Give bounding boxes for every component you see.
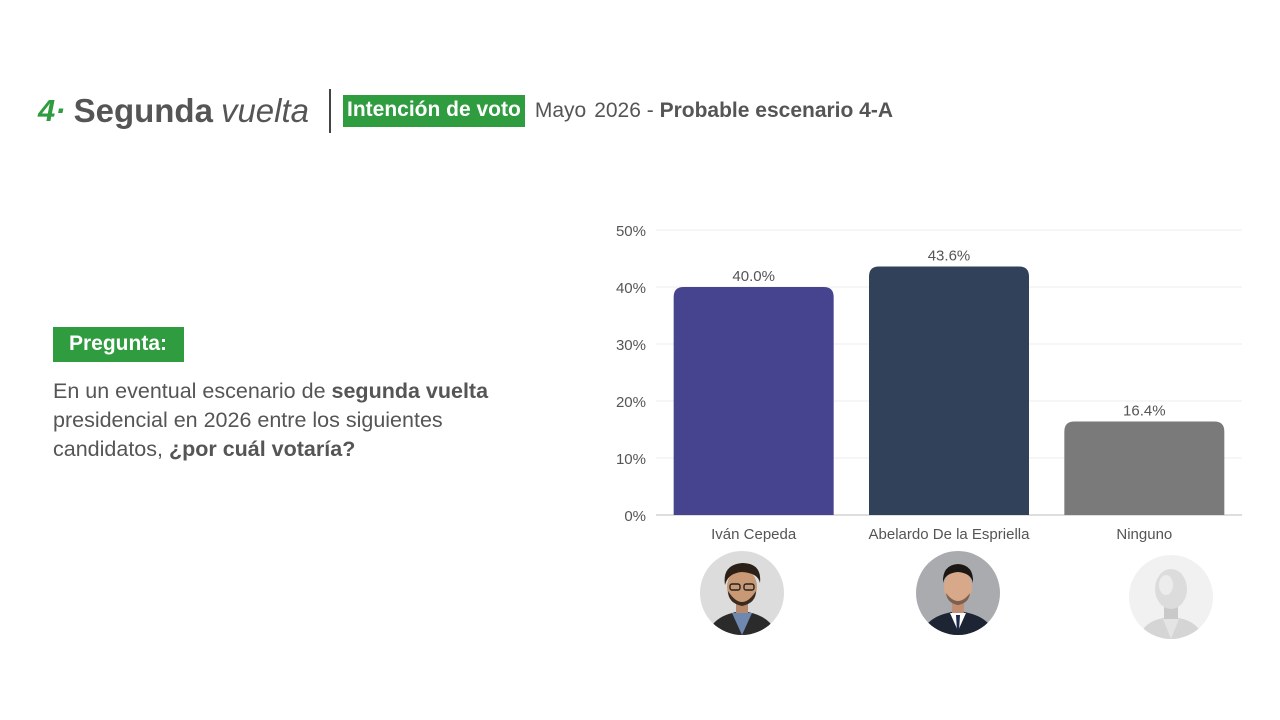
bar	[673, 287, 834, 515]
subtitle-year: 2026 -	[594, 99, 654, 122]
question-label-box: Pregunta:	[53, 327, 185, 362]
section-number: 4·	[38, 93, 66, 128]
bar-value-label: 40.0%	[732, 268, 775, 285]
question-text-bold2: ¿por cuál votaría?	[168, 437, 356, 461]
section-title: Segunda vuelta	[74, 92, 309, 130]
placeholder-photo-ninguno	[1129, 555, 1213, 639]
candidate-photo-ivan-cepeda	[700, 551, 784, 635]
bar-value-label: 16.4%	[1123, 403, 1166, 420]
y-tick-label: 50%	[616, 223, 646, 240]
x-category-label: Abelardo De la Espriella	[869, 526, 1031, 543]
question-text-bold1: segunda vuelta	[331, 379, 489, 403]
y-tick-label: 20%	[616, 394, 646, 411]
question-label: Pregunta:	[53, 327, 185, 362]
subtitle-scenario: Probable escenario 4-A	[659, 99, 894, 122]
slide-header: 4· Segunda vuelta Intención de voto Mayo 2…	[38, 88, 893, 134]
question-text-part2: presidencial en 2026 entre los siguiente…	[53, 408, 443, 461]
x-category-label: Iván Cepeda	[711, 526, 797, 543]
bar	[1064, 421, 1225, 515]
y-tick-label: 30%	[616, 337, 646, 354]
topic-tag: Intención de voto	[343, 95, 525, 127]
y-tick-label: 0%	[624, 508, 646, 525]
y-tick-label: 40%	[616, 280, 646, 297]
bar	[869, 266, 1029, 515]
section-title-italic: vuelta	[220, 92, 309, 129]
subtitle-month: Mayo	[534, 99, 587, 122]
x-category-label: Ninguno	[1116, 526, 1172, 543]
candidate-photo-abelardo-de-la-espriella	[916, 551, 1000, 635]
header-divider	[329, 89, 331, 133]
question-text: En un eventual escenario de segunda vuel…	[53, 377, 523, 464]
vote-intention-bar-chart: 0% 10% 20% 30% 40% 50% 40.0% Iván Cepeda 43.6% Ab…	[616, 223, 1242, 543]
header-subtitle: Mayo 2026 - Probable escenario 4-A	[535, 99, 893, 123]
bar-value-label: 43.6%	[928, 247, 971, 264]
section-title-bold: Segunda	[73, 92, 213, 129]
question-text-part1: En un eventual escenario de	[53, 379, 332, 403]
y-tick-label: 10%	[616, 451, 646, 468]
